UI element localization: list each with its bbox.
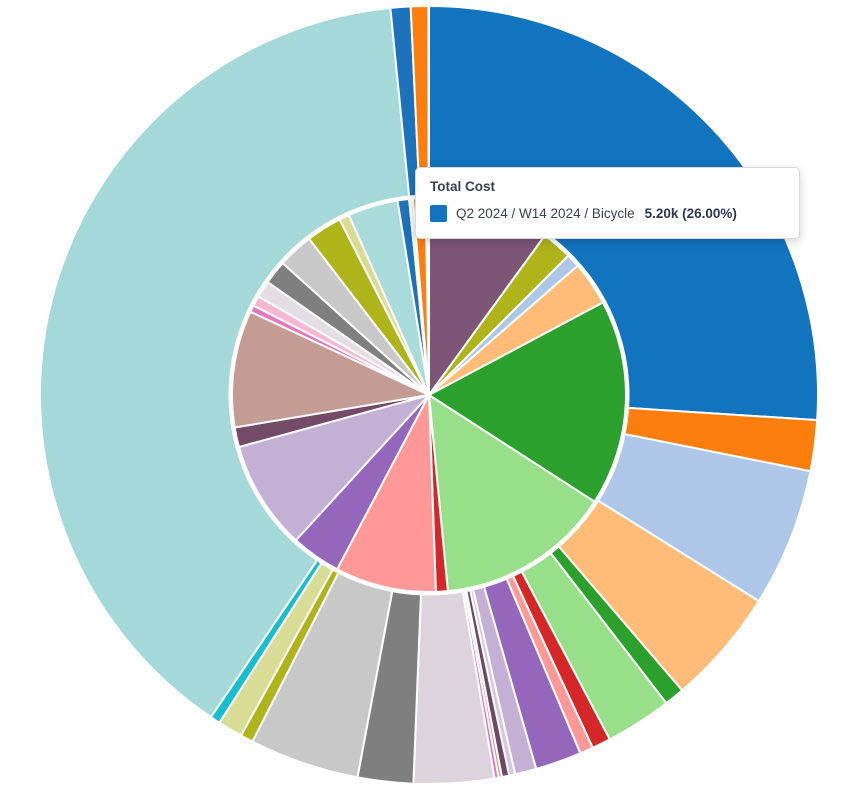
segment-inner-level-green[interactable] bbox=[428, 301, 627, 503]
tooltip-row: Q2 2024 / W14 2024 / Bicycle 5.20k (26.0… bbox=[430, 204, 785, 222]
tooltip-value: 5.20k (26.00%) bbox=[644, 205, 737, 221]
chart-tooltip: Total Cost Q2 2024 / W14 2024 / Bicycle … bbox=[415, 167, 800, 239]
tooltip-swatch-icon bbox=[430, 204, 447, 222]
segment-inner-level-rosy-brown[interactable] bbox=[231, 310, 430, 429]
segment-inner-level-light-green[interactable] bbox=[428, 394, 596, 593]
segment-outer-level-teal[interactable] bbox=[38, 6, 411, 719]
segment-inner-level-salmon[interactable] bbox=[336, 394, 437, 593]
tooltip-series-label: Q2 2024 / W14 2024 / Bicycle bbox=[456, 205, 635, 221]
segment-inner-level-lavender[interactable] bbox=[237, 394, 430, 542]
tooltip-header: Total Cost bbox=[430, 179, 495, 194]
